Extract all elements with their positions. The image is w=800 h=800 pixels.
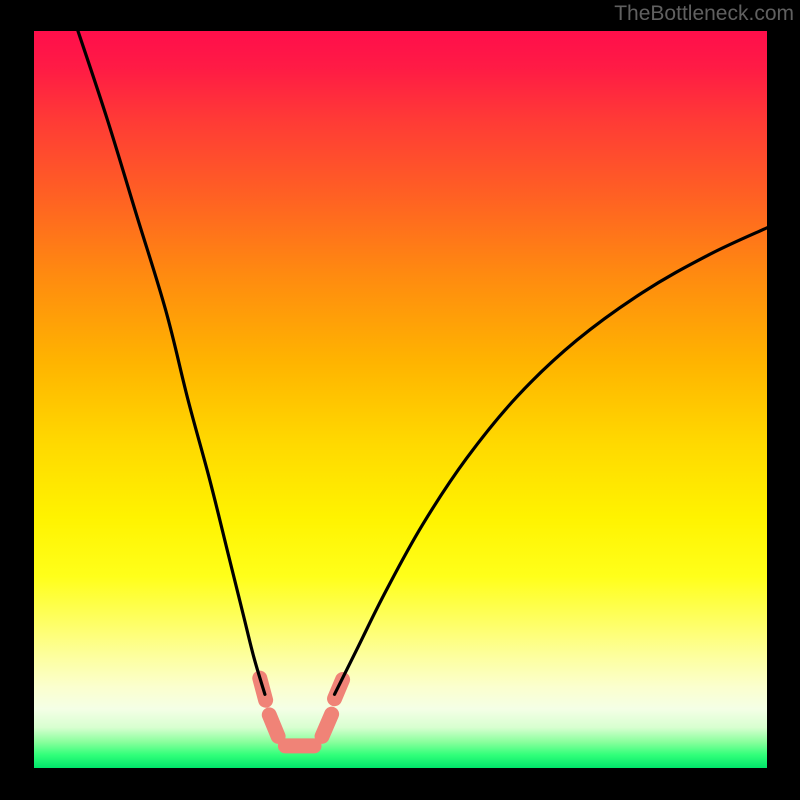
curve-right-branch <box>335 228 767 695</box>
curve-layer <box>34 31 767 768</box>
curve-left-branch <box>78 31 265 694</box>
chart-canvas: TheBottleneck.com <box>0 0 800 800</box>
watermark-text: TheBottleneck.com <box>614 2 794 26</box>
valley-connector <box>260 678 343 746</box>
plot-area <box>34 31 767 768</box>
